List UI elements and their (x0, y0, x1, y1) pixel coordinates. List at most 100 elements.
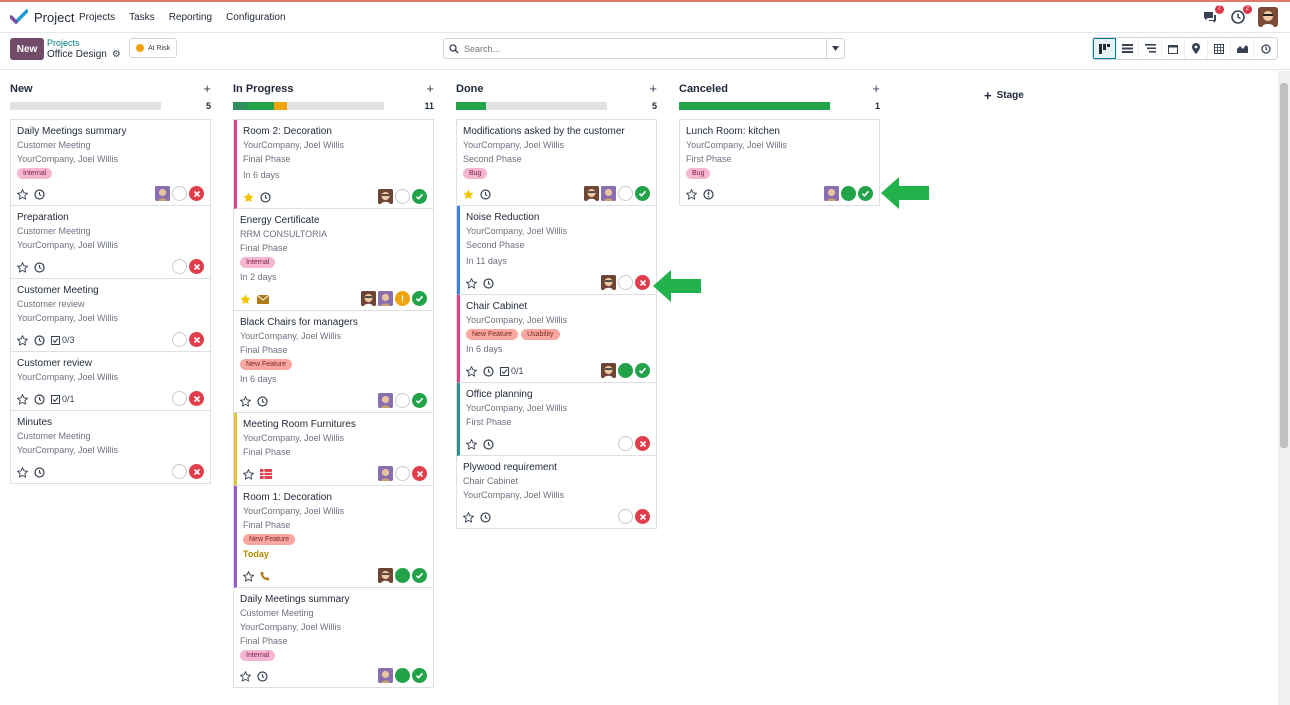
check-circle-icon[interactable] (412, 189, 427, 204)
check-circle-icon[interactable] (858, 186, 873, 201)
x-circle-icon[interactable] (189, 186, 204, 201)
priority-dot-icon[interactable] (618, 363, 633, 378)
task-card[interactable]: Noise Reduction YourCompany, Joel Willis… (457, 206, 656, 295)
check-circle-icon[interactable] (412, 393, 427, 408)
task-card[interactable]: Room 2: Decoration YourCompany, Joel Wil… (234, 120, 433, 209)
activity-clock-icon[interactable] (483, 365, 494, 377)
task-card[interactable]: Chair Cabinet YourCompany, Joel Willis Ne… (457, 295, 656, 383)
search-options-toggle[interactable] (826, 39, 844, 58)
task-card[interactable]: Customer review YourCompany, Joel Willis… (11, 352, 210, 411)
x-circle-icon[interactable] (189, 464, 204, 479)
star-filled-icon[interactable] (243, 191, 254, 203)
assignee-avatar[interactable] (378, 189, 393, 204)
priority-dot-icon[interactable] (172, 259, 187, 274)
add-card-plus-icon[interactable]: + (426, 81, 434, 96)
star-outline-icon[interactable] (466, 365, 477, 377)
column-title[interactable]: Canceled (679, 83, 728, 95)
x-circle-icon[interactable] (189, 391, 204, 406)
checklist-counter[interactable]: 0/1 (500, 366, 524, 376)
view-graph[interactable] (1231, 38, 1254, 59)
progress-segment[interactable] (233, 102, 247, 110)
star-outline-icon[interactable] (466, 277, 477, 289)
add-card-plus-icon[interactable]: + (203, 81, 211, 96)
checklist-counter[interactable]: 0/1 (51, 394, 75, 404)
priority-dot-icon[interactable] (841, 186, 856, 201)
priority-dot-icon[interactable] (395, 466, 410, 481)
task-card[interactable]: Energy Certificate RRM CONSULTORIA Final … (234, 209, 433, 311)
x-circle-icon[interactable] (635, 275, 650, 290)
view-list[interactable] (1116, 38, 1139, 59)
messages-button[interactable]: 7 (1202, 5, 1224, 25)
view-kanban[interactable] (1093, 38, 1116, 59)
checklist-counter[interactable]: 0/3 (51, 335, 75, 345)
add-stage-button[interactable]: + Stage (984, 88, 1024, 103)
priority-dot-icon[interactable] (395, 568, 410, 583)
assignee-avatar[interactable] (155, 186, 170, 201)
activity-clock-icon[interactable] (260, 191, 271, 203)
activity-clock-icon[interactable] (257, 670, 268, 682)
task-card[interactable]: Meeting Room Furnitures YourCompany, Joe… (234, 413, 433, 486)
check-circle-icon[interactable] (412, 668, 427, 683)
x-circle-icon[interactable] (635, 436, 650, 451)
task-card[interactable]: Room 1: Decoration YourCompany, Joel Wil… (234, 486, 433, 588)
new-button[interactable]: New (10, 38, 44, 60)
view-activity[interactable] (1254, 38, 1277, 59)
star-outline-icon[interactable] (466, 438, 477, 450)
activity-clock-icon[interactable] (34, 188, 45, 200)
assignee-avatar[interactable] (584, 186, 599, 201)
check-circle-icon[interactable] (635, 186, 650, 201)
assignee-avatar[interactable] (601, 275, 616, 290)
envelope-icon[interactable] (257, 294, 269, 304)
spreadsheet-icon[interactable] (260, 469, 272, 479)
menu-item-configuration[interactable]: Configuration (226, 12, 286, 23)
assignee-avatar[interactable] (378, 568, 393, 583)
activities-button[interactable]: 2 (1230, 5, 1252, 25)
check-circle-icon[interactable] (412, 568, 427, 583)
activity-clock-icon[interactable] (483, 438, 494, 450)
activity-clock-icon[interactable] (34, 466, 45, 478)
star-outline-icon[interactable] (243, 570, 254, 582)
priority-dot-icon[interactable] (618, 509, 633, 524)
search-input[interactable] (464, 43, 826, 54)
column-title[interactable]: Done (456, 83, 484, 95)
assignee-avatar[interactable] (378, 668, 393, 683)
task-card[interactable]: Plywood requirement Chair Cabinet YourCom… (457, 456, 656, 528)
task-card[interactable]: Preparation Customer Meeting YourCompany,… (11, 206, 210, 279)
assignee-avatar[interactable] (378, 466, 393, 481)
check-circle-icon[interactable] (412, 291, 427, 306)
assignee-avatar[interactable] (601, 186, 616, 201)
breadcrumb-projects[interactable]: Projects (47, 38, 80, 48)
assignee-avatar[interactable] (824, 186, 839, 201)
assignee-avatar[interactable] (601, 363, 616, 378)
star-outline-icon[interactable] (17, 334, 28, 346)
activity-clock-icon[interactable] (257, 395, 268, 407)
exclamation-icon[interactable]: ! (395, 291, 410, 306)
priority-dot-icon[interactable] (395, 393, 410, 408)
task-card[interactable]: Modifications asked by the customer Your… (457, 120, 656, 206)
task-card[interactable]: Daily Meetings summary Customer Meeting Y… (234, 588, 433, 687)
menu-item-projects[interactable]: Projects (79, 12, 116, 23)
progress-segment[interactable] (273, 102, 288, 110)
star-outline-icon[interactable] (463, 511, 474, 523)
priority-dot-icon[interactable] (172, 332, 187, 347)
star-outline-icon[interactable] (17, 393, 28, 405)
column-title[interactable]: New (10, 83, 33, 95)
app-brand[interactable]: Project (10, 9, 74, 25)
activity-warning-icon[interactable] (703, 188, 714, 200)
activity-clock-icon[interactable] (34, 261, 45, 273)
assignee-avatar[interactable] (361, 291, 376, 306)
view-map[interactable] (1185, 38, 1208, 59)
check-circle-icon[interactable] (635, 363, 650, 378)
star-outline-icon[interactable] (17, 261, 28, 273)
priority-dot-icon[interactable] (395, 668, 410, 683)
scrollbar[interactable] (1278, 71, 1290, 705)
project-status-button[interactable]: At Risk (129, 38, 178, 58)
x-circle-icon[interactable] (189, 332, 204, 347)
column-title[interactable]: In Progress (233, 83, 294, 95)
x-circle-icon[interactable] (189, 259, 204, 274)
task-card[interactable]: Daily Meetings summary Customer Meeting Y… (11, 120, 210, 206)
priority-dot-icon[interactable] (618, 275, 633, 290)
priority-dot-icon[interactable] (172, 464, 187, 479)
star-filled-icon[interactable] (463, 188, 474, 200)
add-card-plus-icon[interactable]: + (649, 81, 657, 96)
